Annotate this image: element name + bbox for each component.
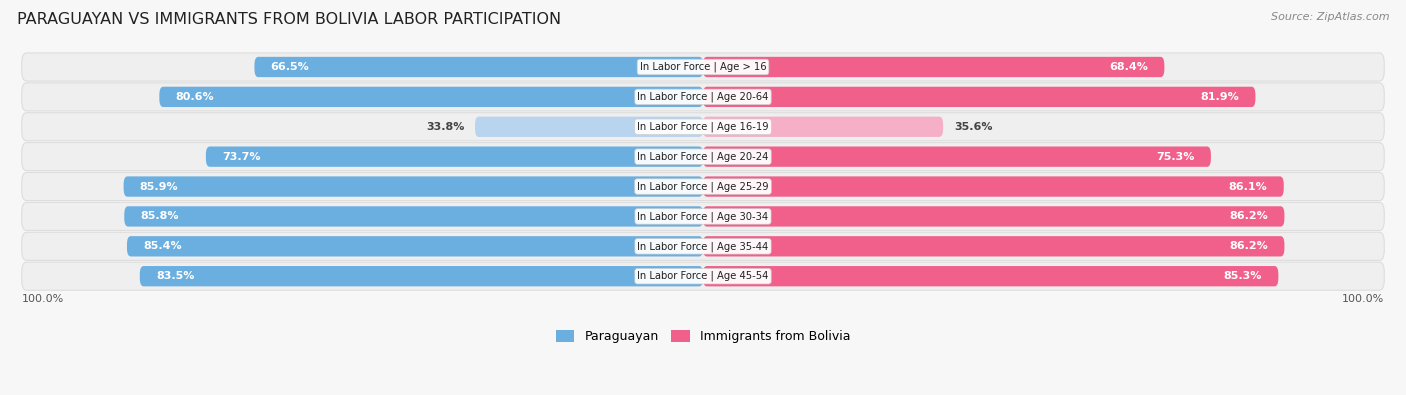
- Text: 85.3%: 85.3%: [1223, 271, 1263, 281]
- FancyBboxPatch shape: [205, 147, 703, 167]
- Legend: Paraguayan, Immigrants from Bolivia: Paraguayan, Immigrants from Bolivia: [555, 330, 851, 343]
- Text: Source: ZipAtlas.com: Source: ZipAtlas.com: [1271, 12, 1389, 22]
- FancyBboxPatch shape: [703, 236, 1285, 256]
- Text: 86.2%: 86.2%: [1229, 241, 1268, 251]
- Text: 75.3%: 75.3%: [1156, 152, 1195, 162]
- Text: In Labor Force | Age 30-34: In Labor Force | Age 30-34: [637, 211, 769, 222]
- Text: 100.0%: 100.0%: [21, 294, 65, 304]
- Text: 83.5%: 83.5%: [156, 271, 194, 281]
- FancyBboxPatch shape: [21, 202, 1385, 230]
- FancyBboxPatch shape: [21, 173, 1385, 201]
- FancyBboxPatch shape: [139, 266, 703, 286]
- FancyBboxPatch shape: [703, 147, 1211, 167]
- FancyBboxPatch shape: [703, 206, 1285, 227]
- FancyBboxPatch shape: [124, 206, 703, 227]
- Text: In Labor Force | Age 45-54: In Labor Force | Age 45-54: [637, 271, 769, 282]
- FancyBboxPatch shape: [127, 236, 703, 256]
- Text: 66.5%: 66.5%: [270, 62, 309, 72]
- FancyBboxPatch shape: [21, 53, 1385, 81]
- Text: 81.9%: 81.9%: [1201, 92, 1239, 102]
- FancyBboxPatch shape: [21, 83, 1385, 111]
- FancyBboxPatch shape: [21, 232, 1385, 260]
- FancyBboxPatch shape: [124, 177, 703, 197]
- Text: 100.0%: 100.0%: [1341, 294, 1385, 304]
- FancyBboxPatch shape: [703, 57, 1164, 77]
- Text: In Labor Force | Age 20-24: In Labor Force | Age 20-24: [637, 151, 769, 162]
- Text: In Labor Force | Age 20-64: In Labor Force | Age 20-64: [637, 92, 769, 102]
- Text: 80.6%: 80.6%: [176, 92, 214, 102]
- FancyBboxPatch shape: [475, 117, 703, 137]
- FancyBboxPatch shape: [703, 266, 1278, 286]
- FancyBboxPatch shape: [254, 57, 703, 77]
- Text: 85.4%: 85.4%: [143, 241, 181, 251]
- Text: 73.7%: 73.7%: [222, 152, 260, 162]
- FancyBboxPatch shape: [159, 87, 703, 107]
- Text: In Labor Force | Age 25-29: In Labor Force | Age 25-29: [637, 181, 769, 192]
- Text: In Labor Force | Age 16-19: In Labor Force | Age 16-19: [637, 122, 769, 132]
- Text: 33.8%: 33.8%: [426, 122, 464, 132]
- Text: 35.6%: 35.6%: [953, 122, 993, 132]
- Text: 86.1%: 86.1%: [1229, 182, 1268, 192]
- FancyBboxPatch shape: [21, 262, 1385, 290]
- Text: 86.2%: 86.2%: [1229, 211, 1268, 222]
- Text: In Labor Force | Age 35-44: In Labor Force | Age 35-44: [637, 241, 769, 252]
- Text: 68.4%: 68.4%: [1109, 62, 1149, 72]
- Text: In Labor Force | Age > 16: In Labor Force | Age > 16: [640, 62, 766, 72]
- FancyBboxPatch shape: [703, 87, 1256, 107]
- FancyBboxPatch shape: [703, 117, 943, 137]
- FancyBboxPatch shape: [703, 177, 1284, 197]
- Text: PARAGUAYAN VS IMMIGRANTS FROM BOLIVIA LABOR PARTICIPATION: PARAGUAYAN VS IMMIGRANTS FROM BOLIVIA LA…: [17, 12, 561, 27]
- Text: 85.8%: 85.8%: [141, 211, 179, 222]
- Text: 85.9%: 85.9%: [139, 182, 179, 192]
- FancyBboxPatch shape: [21, 143, 1385, 171]
- FancyBboxPatch shape: [21, 113, 1385, 141]
